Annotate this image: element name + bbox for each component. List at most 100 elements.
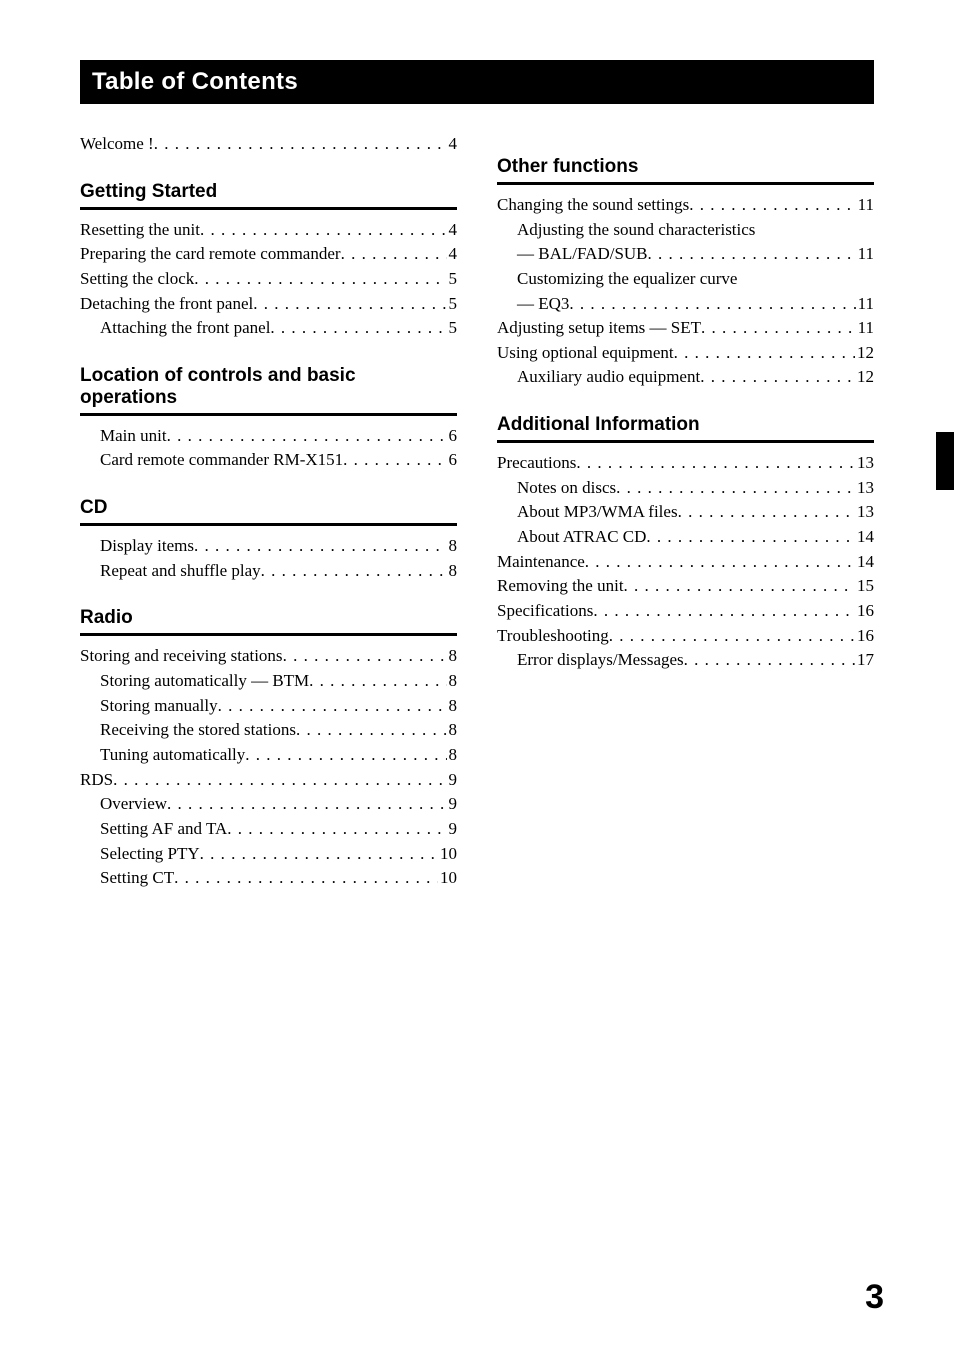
toc-entry-label: Precautions — [497, 451, 576, 476]
left-column: Welcome !4Getting StartedResetting the u… — [80, 132, 457, 891]
toc-entry-label: Setting AF and TA — [100, 817, 227, 842]
toc-entry-page: 14 — [855, 550, 874, 575]
toc-entry-page: 13 — [855, 500, 874, 525]
toc-entry-page: 8 — [447, 743, 458, 768]
section-rule — [80, 207, 457, 210]
toc-entry: Error displays/Messages17 — [497, 648, 874, 673]
toc-entry-label: Main unit — [100, 424, 167, 449]
toc-entry-label: Receiving the stored stations — [100, 718, 296, 743]
toc-entry: Notes on discs 13 — [497, 476, 874, 501]
section-rule — [497, 440, 874, 443]
toc-entry-label: Selecting PTY — [100, 842, 200, 867]
toc-entry-page: 5 — [447, 316, 458, 341]
toc-entry: Storing manually8 — [80, 694, 457, 719]
toc-entry-label: Adjusting setup items — SET — [497, 316, 701, 341]
toc-entry: Troubleshooting 16 — [497, 624, 874, 649]
toc-entry-page: 10 — [438, 866, 457, 891]
toc-entry: Resetting the unit4 — [80, 218, 457, 243]
toc-entry: Changing the sound settings11 — [497, 193, 874, 218]
toc-entry: Repeat and shuffle play 8 — [80, 559, 457, 584]
toc-entry-label: RDS — [80, 768, 113, 793]
toc-entry: Card remote commander RM-X1516 — [80, 448, 457, 473]
toc-dot-leader — [200, 842, 438, 867]
toc-entry-page: 13 — [855, 476, 874, 501]
section-rule — [80, 633, 457, 636]
toc-dot-leader — [218, 694, 447, 719]
toc-entry-label: Card remote commander RM-X151 — [100, 448, 343, 473]
toc-entry-label: Removing the unit — [497, 574, 624, 599]
toc-entry: Setting AF and TA 9 — [80, 817, 457, 842]
toc-entry-page: 15 — [855, 574, 874, 599]
toc-entry-label: Notes on discs — [517, 476, 616, 501]
toc-entry-page: 8 — [447, 694, 458, 719]
toc-dot-leader — [167, 424, 447, 449]
toc-entry: — EQ311 — [497, 292, 874, 317]
toc-entry-label: Using optional equipment — [497, 341, 674, 366]
toc-entry-label: Storing and receiving stations — [80, 644, 283, 669]
section-heading: Other functions — [497, 156, 874, 178]
section-heading: CD — [80, 497, 457, 519]
toc-dot-leader — [154, 132, 447, 157]
toc-entry-label: — EQ3 — [517, 292, 569, 317]
toc-entry-label: Adjusting the sound characteristics — [517, 218, 755, 243]
toc-dot-leader — [689, 193, 855, 218]
toc-entry: Adjusting the sound characteristics — [497, 218, 874, 243]
toc-entry: About ATRAC CD14 — [497, 525, 874, 550]
toc-entry-page: 5 — [447, 267, 458, 292]
toc-entry-page: 12 — [855, 341, 874, 366]
toc-entry-page: 12 — [855, 365, 874, 390]
toc-dot-leader — [569, 292, 855, 317]
page-container: Table of Contents Welcome !4Getting Star… — [0, 0, 954, 1352]
toc-entry: Maintenance14 — [497, 550, 874, 575]
toc-entry-page: 5 — [447, 292, 458, 317]
toc-dot-leader — [200, 218, 447, 243]
toc-dot-leader — [585, 550, 855, 575]
section-heading: Radio — [80, 607, 457, 629]
page-title: Table of Contents — [92, 68, 862, 96]
toc-dot-leader — [283, 644, 447, 669]
toc-entry: Setting CT10 — [80, 866, 457, 891]
toc-entry-page: 11 — [856, 316, 874, 341]
toc-entry-page: 16 — [855, 624, 874, 649]
toc-entry-label: Tuning automatically — [100, 743, 245, 768]
toc-dot-leader — [576, 451, 855, 476]
toc-entry-page: 8 — [447, 718, 458, 743]
toc-entry: Using optional equipment 12 — [497, 341, 874, 366]
toc-dot-leader — [245, 743, 446, 768]
toc-entry-page: 8 — [447, 559, 458, 584]
toc-dot-leader — [593, 599, 855, 624]
toc-entry-label: Specifications — [497, 599, 593, 624]
toc-dot-leader — [253, 292, 446, 317]
toc-entry-page: 14 — [855, 525, 874, 550]
section-rule — [80, 523, 457, 526]
toc-dot-leader — [113, 768, 446, 793]
right-column: Other functions Changing the sound settin… — [497, 132, 874, 891]
toc-entry: Overview9 — [80, 792, 457, 817]
toc-entry-label: Preparing the card remote commander — [80, 242, 341, 267]
toc-dot-leader — [678, 500, 855, 525]
toc-entry: About MP3/WMA files13 — [497, 500, 874, 525]
toc-entry-label: Resetting the unit — [80, 218, 200, 243]
toc-dot-leader — [227, 817, 446, 842]
toc-entry-page: 8 — [447, 644, 458, 669]
toc-entry: Attaching the front panel 5 — [80, 316, 457, 341]
toc-dot-leader — [343, 448, 446, 473]
title-bar: Table of Contents — [80, 60, 874, 104]
toc-entry-label: Repeat and shuffle play — [100, 559, 261, 584]
toc-entry-page: 17 — [855, 648, 874, 673]
section-heading: Additional Information — [497, 414, 874, 436]
toc-entry: Customizing the equalizer curve — [497, 267, 874, 292]
toc-dot-leader — [616, 476, 855, 501]
section-heading: Getting Started — [80, 181, 457, 203]
toc-entry-label: Troubleshooting — [497, 624, 609, 649]
toc-entry-label: Attaching the front panel — [100, 316, 270, 341]
toc-dot-leader — [700, 365, 855, 390]
toc-entry-label: Display items — [100, 534, 194, 559]
toc-entry: Preparing the card remote commander4 — [80, 242, 457, 267]
toc-dot-leader — [624, 574, 855, 599]
section-rule — [80, 413, 457, 416]
toc-dot-leader — [261, 559, 447, 584]
toc-dot-leader — [701, 316, 856, 341]
toc-entry: Tuning automatically 8 — [80, 743, 457, 768]
toc-entry-page: 9 — [447, 817, 458, 842]
